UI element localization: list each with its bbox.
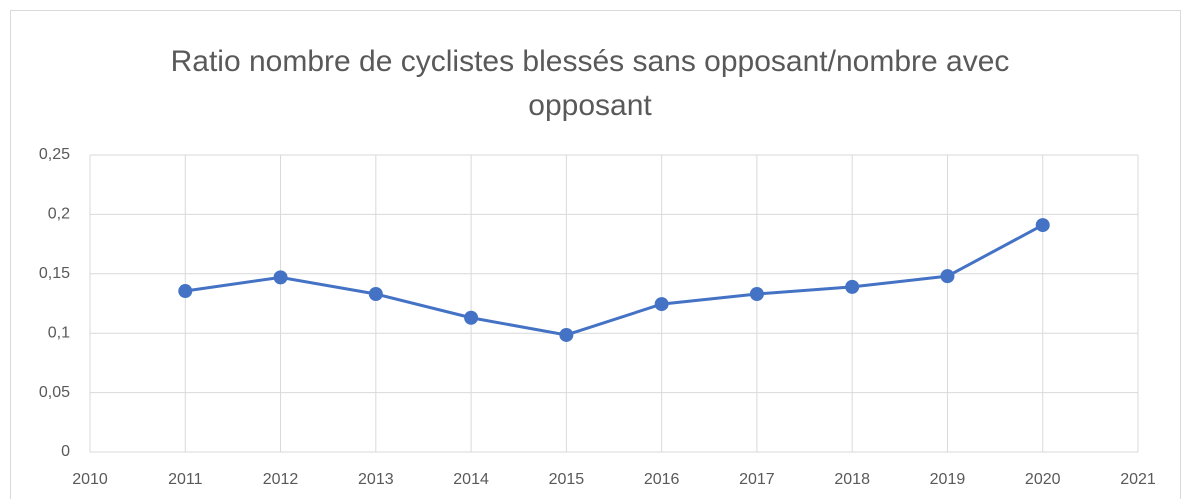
data-point xyxy=(178,284,193,299)
x-tick-label: 2021 xyxy=(1120,471,1156,488)
x-tick-label: 2013 xyxy=(358,471,394,488)
x-tick-label: 2012 xyxy=(263,471,299,488)
data-point xyxy=(1035,218,1050,233)
chart-title: Ratio nombre de cyclistes blessés sans o… xyxy=(170,45,1010,122)
data-point xyxy=(845,279,860,294)
x-tick-label: 2016 xyxy=(644,471,680,488)
data-line xyxy=(185,223,1044,337)
y-tick-label: 0,15 xyxy=(39,265,70,282)
y-tick-label: 0 xyxy=(61,443,70,460)
x-tick-label: 2020 xyxy=(1025,471,1061,488)
data-point xyxy=(749,286,764,301)
y-tick-label: 0,05 xyxy=(39,384,70,401)
y-tick-label: 0,2 xyxy=(48,206,70,223)
data-point xyxy=(368,286,383,301)
x-tick-label: 2018 xyxy=(834,471,870,488)
y-tick-label: 0,25 xyxy=(39,146,70,163)
data-point xyxy=(559,327,574,342)
x-tick-label: 2014 xyxy=(453,471,489,488)
x-tick-label: 2010 xyxy=(72,471,108,488)
x-tick-label: 2015 xyxy=(549,471,585,488)
chart-border xyxy=(10,10,1181,499)
data-point xyxy=(464,310,479,325)
data-point xyxy=(654,297,669,312)
x-tick-label: 2011 xyxy=(168,471,203,488)
x-tick-label: 2017 xyxy=(739,471,775,488)
data-point xyxy=(273,270,288,285)
y-tick-label: 0,1 xyxy=(48,324,70,341)
data-point xyxy=(940,269,955,284)
x-tick-label: 2019 xyxy=(930,471,966,488)
